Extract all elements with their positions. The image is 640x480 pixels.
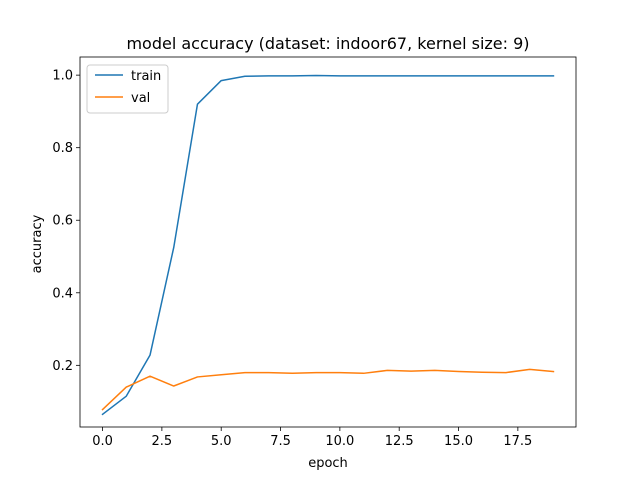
legend: train val — [86, 64, 169, 114]
y-tick-label: 0.8 — [52, 141, 73, 156]
series-line-val — [101, 368, 555, 411]
x-axis-label: epoch — [308, 456, 348, 471]
y-tick-label: 0.6 — [52, 214, 73, 229]
y-tick-label: 0.2 — [52, 359, 73, 374]
series-line-train — [101, 74, 555, 416]
x-tick-label: 17.5 — [503, 434, 532, 449]
x-tick-label: 10.0 — [325, 434, 354, 449]
chart-title: model accuracy (dataset: indoor67, kerne… — [126, 34, 529, 53]
legend-items: train val — [95, 69, 161, 106]
plot-background — [80, 57, 576, 427]
y-tick-label: 1.0 — [52, 69, 73, 84]
x-tick-label: 15.0 — [444, 434, 473, 449]
x-axis-ticks: 0.0 2.5 5.0 7.5 10.0 12.5 15.0 17.5 — [92, 427, 532, 449]
series-layer — [101, 74, 555, 416]
y-axis-label: accuracy — [30, 214, 45, 273]
x-tick-label: 12.5 — [385, 434, 414, 449]
y-tick-label: 0.4 — [52, 286, 73, 301]
plot-area — [80, 57, 576, 427]
legend-label-train: train — [131, 69, 161, 84]
legend-box — [86, 64, 169, 114]
x-tick-label: 7.5 — [270, 434, 291, 449]
x-tick-label: 0.0 — [92, 434, 113, 449]
x-tick-label: 2.5 — [152, 434, 173, 449]
legend-label-val: val — [131, 91, 150, 106]
y-axis-ticks: 0.2 0.4 0.6 0.8 1.0 — [52, 69, 80, 374]
x-tick-label: 5.0 — [211, 434, 232, 449]
plot-frame — [79, 56, 577, 428]
